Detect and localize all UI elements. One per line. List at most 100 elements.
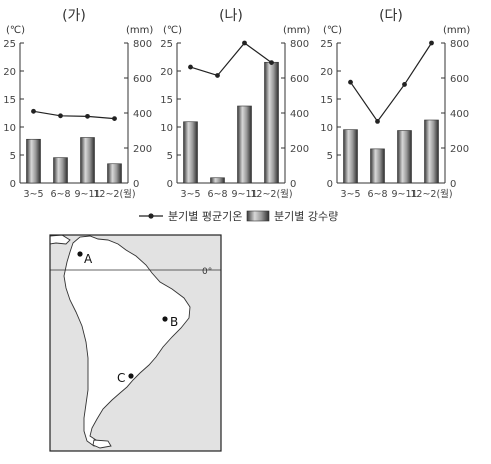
precipitation-bar — [397, 130, 412, 184]
precipitation-bar — [264, 61, 279, 184]
right-axis-unit: (mm) — [126, 25, 153, 36]
left-axis-tick-label: 5 — [10, 151, 16, 162]
left-axis-tick-label: 0 — [167, 179, 173, 190]
category-label: 9~11 — [74, 189, 100, 200]
right-axis-tick-label: 0 — [133, 179, 139, 190]
temperature-line — [190, 42, 272, 77]
temperature-line — [350, 42, 433, 123]
left-axis-tick-label: 20 — [320, 67, 333, 78]
temperature-point — [188, 64, 193, 70]
left-axis-tick-label: 10 — [3, 123, 16, 134]
precipitation-bar — [80, 137, 95, 184]
category-label: 9~11 — [391, 189, 417, 200]
map-frame — [49, 234, 222, 452]
temperature-point — [58, 113, 63, 119]
precipitation-bar — [424, 119, 439, 184]
right-axis-tick-label: 800 — [290, 39, 309, 50]
right-axis-unit: (mm) — [443, 25, 470, 36]
location-c-marker — [128, 373, 134, 379]
right-axis-tick-label: 600 — [290, 74, 309, 85]
tierra-del-fuego — [92, 439, 112, 449]
precipitation-bar — [26, 138, 41, 184]
right-axis-tick-label: 800 — [450, 39, 469, 50]
chart-title: (다) — [379, 8, 403, 24]
left-axis-tick-label: 25 — [3, 39, 16, 50]
legend-precipitation-label: 분기별 강수량 — [274, 210, 338, 223]
left-axis-unit: (℃) — [323, 25, 342, 36]
temperature-point — [242, 40, 247, 46]
right-axis-tick-label: 600 — [133, 74, 152, 85]
equator-label: 0° — [202, 267, 212, 277]
category-label: 12~2(월) — [250, 188, 292, 200]
right-axis-tick-label: 200 — [450, 144, 469, 155]
precipitation-bar — [237, 105, 252, 184]
right-axis-tick-label: 800 — [133, 39, 152, 50]
left-axis-tick-label: 15 — [160, 95, 173, 106]
temperature-point — [402, 82, 407, 87]
temperature-point — [112, 116, 117, 121]
temperature-point — [348, 79, 353, 85]
location-c-label: C — [117, 371, 125, 385]
left-axis-tick-label: 20 — [160, 67, 173, 78]
right-axis-tick-label: 400 — [290, 109, 309, 120]
precipitation-bar — [370, 148, 385, 184]
legend-temperature-label: 분기별 평균기온 — [168, 210, 242, 223]
location-b-label: B — [170, 315, 178, 329]
temperature-point — [31, 108, 36, 114]
category-label: 6~8 — [207, 189, 227, 200]
left-axis-tick-label: 15 — [3, 95, 16, 106]
precipitation-bar — [53, 157, 68, 184]
left-axis-tick-label: 25 — [160, 39, 173, 50]
right-axis-tick-label: 200 — [290, 144, 309, 155]
location-a-marker — [77, 251, 83, 257]
temperature-point — [429, 40, 434, 46]
category-label: 12~2(월) — [410, 188, 452, 200]
left-axis-tick-label: 25 — [320, 39, 333, 50]
south-america-map: 0° A B C — [49, 234, 222, 452]
location-b-marker — [162, 316, 168, 322]
right-axis-tick-label: 0 — [290, 179, 296, 190]
left-axis-tick-label: 5 — [167, 151, 173, 162]
south-america-landmass — [63, 235, 191, 447]
right-axis-unit: (mm) — [283, 25, 310, 36]
temperature-point — [269, 60, 274, 65]
left-axis-unit: (℃) — [6, 25, 25, 36]
legend-point-swatch — [148, 213, 154, 219]
legend: 분기별 평균기온 분기별 강수량 — [139, 210, 338, 223]
left-axis-tick-label: 0 — [327, 179, 333, 190]
location-a-label: A — [84, 252, 93, 266]
chart-panel-1: (가) (℃) (mm) 0 5 10 15 20 25 0 200 400 600 800 3~5 6~8 9… — [3, 8, 153, 200]
temperature-point — [85, 113, 90, 119]
temperature-point — [375, 119, 380, 124]
chart-panel-2: (나) (℃) (mm) 0 5 10 15 20 25 0 200 400 600 800 3~5 6~8 9… — [160, 8, 310, 200]
left-axis-tick-label: 10 — [160, 123, 173, 134]
left-axis-tick-label: 5 — [327, 151, 333, 162]
precipitation-bar — [183, 121, 198, 184]
category-label: 3~5 — [23, 189, 43, 200]
chart-title: (나) — [219, 8, 243, 24]
left-axis-tick-label: 10 — [320, 123, 333, 134]
precipitation-bar — [210, 177, 225, 184]
left-axis-tick-label: 0 — [10, 179, 16, 190]
temperature-line — [33, 110, 115, 120]
category-label: 3~5 — [180, 189, 200, 200]
left-axis-unit: (℃) — [163, 25, 182, 36]
category-label: 6~8 — [367, 189, 387, 200]
right-axis-tick-label: 400 — [450, 109, 469, 120]
right-axis-tick-label: 400 — [133, 109, 152, 120]
category-label: 6~8 — [50, 189, 70, 200]
temperature-point — [215, 73, 220, 78]
precipitation-bar — [343, 129, 358, 184]
category-label: 12~2(월) — [93, 188, 135, 200]
category-label: 3~5 — [340, 189, 360, 200]
category-label: 9~11 — [231, 189, 257, 200]
right-axis-tick-label: 0 — [450, 179, 456, 190]
right-axis-tick-label: 600 — [450, 74, 469, 85]
precipitation-bar — [107, 163, 122, 184]
left-axis-tick-label: 15 — [320, 95, 333, 106]
legend-bar-swatch — [246, 210, 270, 222]
right-axis-tick-label: 200 — [133, 144, 152, 155]
chart-title: (가) — [62, 8, 86, 24]
